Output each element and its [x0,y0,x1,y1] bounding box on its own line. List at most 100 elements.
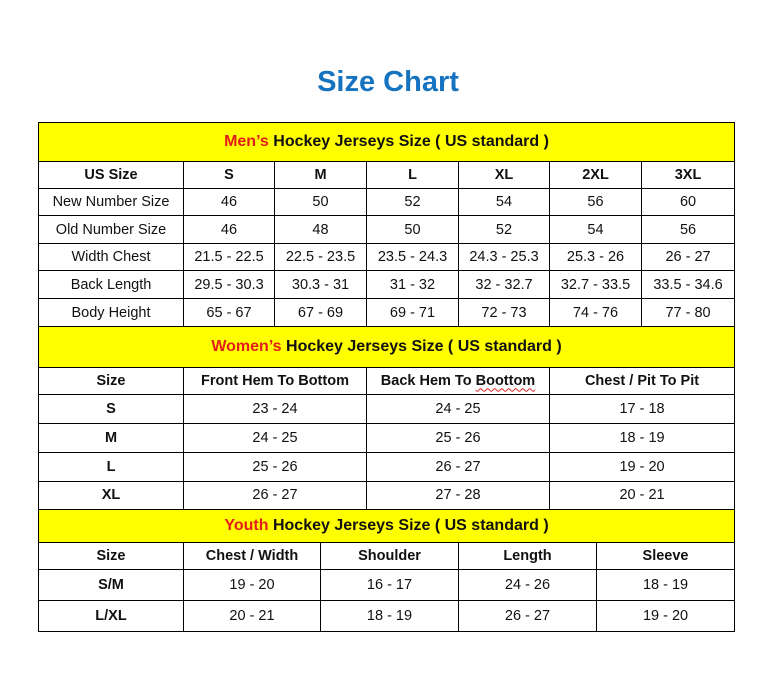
column-header-text: US Size [84,167,138,183]
table-cell: 22.5 - 23.5 [274,243,367,271]
table-cell: 25.3 - 26 [549,243,642,271]
column-header: Back Hem To Boottom [366,366,550,395]
table-row: L/XL 20 - 21 18 - 19 26 - 27 19 - 20 [38,600,736,632]
column-header-text: 2XL [582,167,609,183]
table-row: L 25 - 26 26 - 27 19 - 20 [38,451,736,482]
row-label: Back Length [38,270,184,299]
table-cell: 26 - 27 [458,600,597,632]
table-cell: 56 [640,215,736,244]
column-header-text: Size [96,548,126,564]
column-header-text: Sleeve [642,548,689,564]
table-cell: 19 - 20 [183,569,321,601]
table-row: Back Length 29.5 - 30.3 30.3 - 31 31 - 32 32… [38,270,736,299]
womens-section-title: Women’s Hockey Jerseys Size ( US standar… [37,327,736,368]
header-row: Size Chest / Width Shoulder Length Sleeve [38,542,736,570]
column-header: US Size [38,161,184,189]
page-title: Size Chart [317,66,459,98]
column-header: Sleeve [595,542,736,570]
table-cell: 60 [640,188,736,216]
womens-size-table: Women’s Hockey Jerseys Size ( US standar… [37,327,736,510]
column-header: M [274,161,367,189]
table-cell: 27 - 28 [366,480,550,510]
table-cell: 26 - 27 [640,243,736,271]
table-cell: 26 - 27 [366,451,550,482]
table-cell: 74 - 76 [549,298,642,327]
table-cell: 20 - 21 [548,480,736,510]
section-highlight: Men’s [224,133,269,150]
table-cell: 19 - 20 [548,451,736,482]
table-row: Old Number Size 46 48 50 52 54 56 [38,215,736,244]
size-chart-tables: Men’s Hockey Jerseys Size ( US standard … [37,122,736,632]
header-row: Size Front Hem To Bottom Back Hem To Boott… [38,366,736,395]
table-cell: 50 [366,215,459,244]
row-label: L/XL [38,600,184,632]
row-label: S/M [38,569,184,601]
table-cell: 56 [549,188,642,216]
column-header-text: Size [96,372,126,389]
section-highlight: Youth [224,516,269,534]
table-cell: 24.3 - 25.3 [458,243,550,271]
column-header-text: Back Hem To Boottom [380,372,536,389]
table-cell: 18 - 19 [320,600,459,632]
row-label: Body Height [38,298,184,327]
column-header-text: Chest / Width [205,548,299,564]
table-cell: 69 - 71 [366,298,459,327]
column-header: XL [458,161,550,189]
column-header-text: Shoulder [358,548,421,564]
column-header-text: Chest / Pit To Pit [584,372,700,389]
table-cell: 25 - 26 [366,422,550,453]
table-cell: 72 - 73 [458,298,550,327]
column-header-text: L [408,167,417,183]
table-row: Width Chest 21.5 - 22.5 22.5 - 23.5 23.5 - … [38,243,736,271]
column-header-text: M [314,167,327,183]
table-cell: 48 [274,215,367,244]
table-cell: 25 - 26 [183,451,367,482]
section-label: Hockey Jerseys Size ( US standard ) [268,133,549,150]
row-label: Old Number Size [38,215,184,244]
table-cell: 32 - 32.7 [458,270,550,299]
column-header: Chest / Pit To Pit [548,366,736,395]
youth-size-table: Youth Hockey Jerseys Size ( US standard … [37,509,736,632]
table-cell: 20 - 21 [183,600,321,632]
table-cell: 30.3 - 31 [274,270,367,299]
section-label: Hockey Jerseys Size ( US standard ) [281,337,562,355]
table-cell: 46 [183,188,275,216]
youth-section-title: Youth Hockey Jerseys Size ( US standard … [37,509,736,543]
table-cell: 21.5 - 22.5 [183,243,275,271]
header-row: US Size S M L XL 2XL 3XL [38,161,736,189]
table-cell: 65 - 67 [183,298,275,327]
column-header-text: Front Hem To Bottom [201,372,349,389]
table-cell: 50 [274,188,367,216]
column-header: S [183,161,275,189]
table-cell: 54 [458,188,550,216]
table-cell: 18 - 19 [595,569,736,601]
table-cell: 23.5 - 24.3 [366,243,459,271]
table-cell: 54 [549,215,642,244]
mens-size-table: Men’s Hockey Jerseys Size ( US standard … [37,122,736,327]
table-row: XL 26 - 27 27 - 28 20 - 21 [38,480,736,510]
section-label: Hockey Jerseys Size ( US standard ) [268,516,549,534]
table-cell: 16 - 17 [320,569,459,601]
row-label: New Number Size [38,188,184,216]
column-header: Chest / Width [183,542,321,570]
table-row: M 24 - 25 25 - 26 18 - 19 [38,422,736,453]
column-header: L [366,161,459,189]
table-cell: 77 - 80 [640,298,736,327]
table-cell: 24 - 25 [366,393,550,424]
section-highlight: Women’s [211,337,282,355]
table-cell: 18 - 19 [548,422,736,453]
table-cell: 33.5 - 34.6 [640,270,736,299]
column-header-text: Length [503,548,552,564]
column-header: Size [38,366,184,395]
column-header: 3XL [640,161,736,189]
column-header: Length [458,542,597,570]
column-header: 2XL [549,161,642,189]
column-header: Shoulder [320,542,459,570]
row-label: Width Chest [38,243,184,271]
table-cell: 19 - 20 [595,600,736,632]
table-cell: 32.7 - 33.5 [549,270,642,299]
table-row: Body Height 65 - 67 67 - 69 69 - 71 72 - 73 7… [38,298,736,327]
column-header: Size [38,542,184,570]
column-header: Front Hem To Bottom [183,366,367,395]
table-cell: 17 - 18 [548,393,736,424]
